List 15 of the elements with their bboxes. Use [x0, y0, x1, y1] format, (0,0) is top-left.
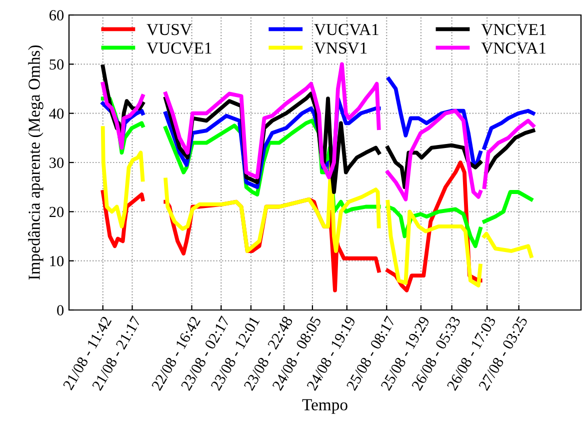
y-tick-label: 60 — [50, 10, 64, 20]
y-axis-title: Impedância aparente (Mega Omhs) — [28, 45, 44, 280]
y-tick-label: 30 — [50, 158, 64, 168]
y-tick-label: 10 — [50, 256, 64, 266]
legend-label: VNCVA1 — [481, 42, 546, 54]
legend-label: VUSV — [146, 24, 192, 36]
legend-label: VNSV1 — [314, 42, 367, 54]
legend-label: VNCVE1 — [481, 24, 546, 36]
y-tick-label: 20 — [50, 206, 64, 218]
y-tick-label: 40 — [49, 108, 64, 119]
y-tick-label: 0 — [57, 305, 64, 316]
legend-label: VUCVA1 — [314, 24, 378, 36]
legend-label: VUCVE1 — [146, 42, 212, 54]
x-axis-title: Tempo — [302, 399, 348, 414]
y-tick-label: 50 — [50, 59, 64, 70]
